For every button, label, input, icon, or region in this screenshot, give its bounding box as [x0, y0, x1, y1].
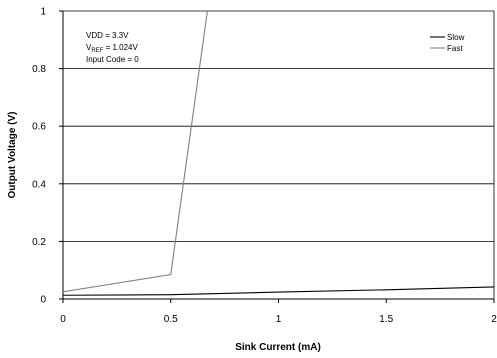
y-tick-label-3: 0.6 — [32, 122, 46, 133]
annotation-vref: VREF = 1.024V — [86, 43, 138, 54]
legend: Slow Fast — [430, 33, 465, 53]
series-lines — [63, 11, 494, 296]
annotation-vref-sub: REF — [91, 48, 103, 54]
y-tick-label-0: 0 — [40, 295, 46, 306]
y-tick-label-5: 1 — [40, 7, 46, 18]
y-tick-label-4: 0.8 — [32, 64, 46, 75]
x-tick-label-2: 1 — [276, 314, 282, 325]
series-line-fast — [63, 11, 208, 293]
legend-label-slow: Slow — [447, 33, 465, 42]
x-axis-ticks: 0 0.5 1 1.5 2 — [60, 299, 497, 325]
annotation-box: VDD = 3.3V VREF = 1.024V Input Code = 0 — [86, 31, 139, 64]
y-tick-label-1: 0.2 — [32, 237, 46, 248]
y-axis-title: Output Voltage (V) — [7, 111, 18, 198]
x-axis-title: Sink Current (mA) — [235, 342, 321, 353]
legend-label-fast: Fast — [447, 44, 463, 53]
annotation-input-code: Input Code = 0 — [86, 55, 139, 64]
gridlines — [63, 10, 494, 242]
annotation-vdd: VDD = 3.3V — [86, 31, 129, 40]
x-tick-label-0: 0 — [60, 314, 66, 325]
x-tick-label-4: 2 — [491, 314, 497, 325]
x-tick-label-1: 0.5 — [164, 314, 178, 325]
y-tick-label-2: 0.4 — [32, 179, 46, 190]
x-tick-label-3: 1.5 — [379, 314, 393, 325]
y-axis-ticks: 0 0.2 0.4 0.6 0.8 1 — [32, 7, 63, 306]
annotation-vref-suffix: = 1.024V — [103, 43, 138, 52]
series-line-slow — [63, 286, 494, 296]
annotation-vref-prefix: V — [86, 43, 92, 52]
